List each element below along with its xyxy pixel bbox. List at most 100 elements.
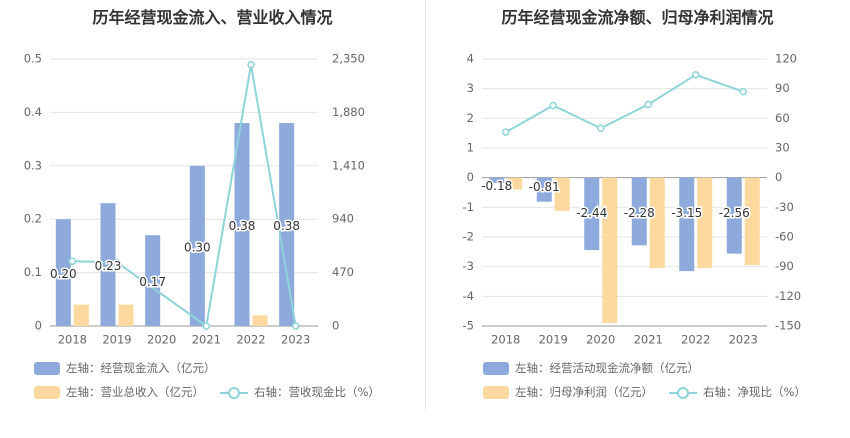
legend-label: 右轴：营收现金比（%） <box>254 385 380 399</box>
x-axis-tick-label: 2019 <box>539 333 568 347</box>
bar <box>100 203 116 326</box>
line-point <box>247 60 255 69</box>
line-point <box>68 257 77 265</box>
legend-label: 右轴：净现比（%） <box>703 385 806 399</box>
bar <box>584 177 600 251</box>
legend-item-cash-inflow[interactable]: 左轴：经营现金流入（亿元） <box>34 360 216 376</box>
right-axis-tick-label: 120 <box>775 52 797 66</box>
left-axis-tick-label: -5 <box>463 319 474 333</box>
data-label: -2.56 <box>719 206 750 220</box>
data-label: -0.81 <box>529 180 560 194</box>
bar <box>252 315 268 326</box>
bar <box>631 177 647 246</box>
legend-item-operating-net-cash[interactable]: 左轴：经营活动现金流净额（亿元） <box>483 360 699 376</box>
legend-swatch <box>483 361 509 375</box>
right-axis-tick-label: 60 <box>775 111 790 125</box>
left-axis-tick-label: 0.2 <box>24 212 42 226</box>
bar <box>649 177 665 269</box>
chart-plot-area: -5 -4 -3 -2 -1 0 1 2 3 4 -150 -120 -90 -60 -30 0 30 60 90 1… <box>463 52 802 347</box>
legend-row-1: 左轴：经营活动现金流净额（亿元） <box>483 360 715 376</box>
line-point <box>597 124 605 132</box>
x-axis-tick-label: 2022 <box>236 333 265 347</box>
line-point <box>644 100 652 109</box>
data-label: 0.17 <box>139 275 166 289</box>
data-label: -2.28 <box>624 206 655 220</box>
x-axis-tick-label: 2023 <box>281 333 310 347</box>
data-label: 0.23 <box>95 259 122 273</box>
legend-label: 左轴：经营活动现金流净额（亿元） <box>515 361 699 375</box>
x-axis-tick-label: 2021 <box>192 333 221 347</box>
right-axis-tick-label: -60 <box>775 230 794 244</box>
right-axis-tick-label: 940 <box>332 212 354 226</box>
bar <box>726 177 742 254</box>
bar <box>536 177 552 202</box>
x-axis-tick-label: 2018 <box>58 333 87 347</box>
legend-label: 左轴：归母净利润（亿元） <box>515 385 653 399</box>
legend-item-cash-revenue-ratio[interactable]: 右轴：营收现金比（%） <box>220 384 380 400</box>
left-axis-tick-label: -1 <box>463 200 474 214</box>
left-axis-tick-label: 4 <box>467 52 474 66</box>
data-label: 0.38 <box>229 219 256 233</box>
right-axis-tick-label: 470 <box>332 265 354 279</box>
bar <box>744 177 760 266</box>
legend-swatch <box>483 385 509 399</box>
legend-swatch <box>669 386 697 399</box>
x-axis-tick-label: 2020 <box>586 333 615 347</box>
right-axis-tick-label: -30 <box>775 200 794 214</box>
right-axis-tick-label: 0 <box>775 170 782 184</box>
line-point <box>113 258 121 267</box>
data-label: -0.18 <box>481 179 512 193</box>
legend-swatch <box>34 361 60 375</box>
line-point <box>202 322 211 330</box>
legend-row-1: 左轴：经营现金流入（亿元） <box>34 360 232 376</box>
legend-label: 左轴：营业总收入（亿元） <box>66 385 204 399</box>
right-axis-tick-label: 90 <box>775 81 790 95</box>
legend-item-net-profit[interactable]: 左轴：归母净利润（亿元） <box>483 384 653 400</box>
left-axis-tick-label: -4 <box>463 289 474 303</box>
left-axis-tick-label: 0.4 <box>24 105 42 119</box>
bar <box>55 219 71 326</box>
left-axis-tick-label: -2 <box>463 230 474 244</box>
x-axis-tick-label: 2023 <box>729 333 758 347</box>
left-axis-tick-label: 0.3 <box>24 158 42 172</box>
line-point <box>502 128 510 136</box>
x-axis-tick-label: 2018 <box>491 333 520 347</box>
bar <box>279 123 295 326</box>
bar <box>234 123 250 326</box>
bar <box>602 177 618 324</box>
line-point <box>291 322 300 330</box>
chart-panel-cash-inflow: 历年经营现金流入、营业收入情况 0 0.1 0.2 0.3 0.4 0.5 0 470 940 1… <box>24 8 396 400</box>
x-axis-tick-label: 2020 <box>147 333 176 347</box>
right-axis-tick-label: -90 <box>775 259 794 273</box>
right-axis-tick-label: -150 <box>775 319 801 333</box>
chart-plot-area: 0 0.1 0.2 0.3 0.4 0.5 0 470 940 1,410 1,880 2,350 20… <box>24 52 365 347</box>
data-label: -2.44 <box>576 206 607 220</box>
right-axis-tick-label: 1,880 <box>332 105 365 119</box>
right-axis-tick-label: 1,410 <box>332 158 365 172</box>
data-label: -3.15 <box>671 206 702 220</box>
bar <box>554 177 570 211</box>
line-point <box>692 71 700 79</box>
bar <box>507 177 523 190</box>
legend-swatch <box>220 386 248 399</box>
x-axis-tick-label: 2021 <box>634 333 663 347</box>
right-axis-tick-label: -120 <box>775 289 801 303</box>
chart-title: 历年经营现金流入、营业收入情况 <box>92 8 333 27</box>
legend-label: 左轴：经营现金流入（亿元） <box>66 361 216 375</box>
bar <box>679 177 695 272</box>
legend-item-revenue[interactable]: 左轴：营业总收入（亿元） <box>34 384 204 400</box>
data-label: 0.20 <box>50 267 77 281</box>
data-label: 0.38 <box>273 219 300 233</box>
right-axis-tick-label: 0 <box>332 319 339 333</box>
left-axis-tick-label: 0 <box>35 319 42 333</box>
bar <box>118 304 134 326</box>
legend-swatch <box>34 385 60 399</box>
left-axis-tick-label: 0.1 <box>24 265 42 279</box>
series-line <box>505 73 744 134</box>
line-point <box>549 101 557 110</box>
legend-row-2: 左轴：营业总收入（亿元） 右轴：营收现金比（%） <box>34 384 396 400</box>
chart-title: 历年经营现金流净额、归母净利润情况 <box>501 8 774 27</box>
left-axis-tick-label: 1 <box>467 141 474 155</box>
legend-item-net-cash-ratio[interactable]: 右轴：净现比（%） <box>669 384 806 400</box>
bar <box>489 177 505 184</box>
